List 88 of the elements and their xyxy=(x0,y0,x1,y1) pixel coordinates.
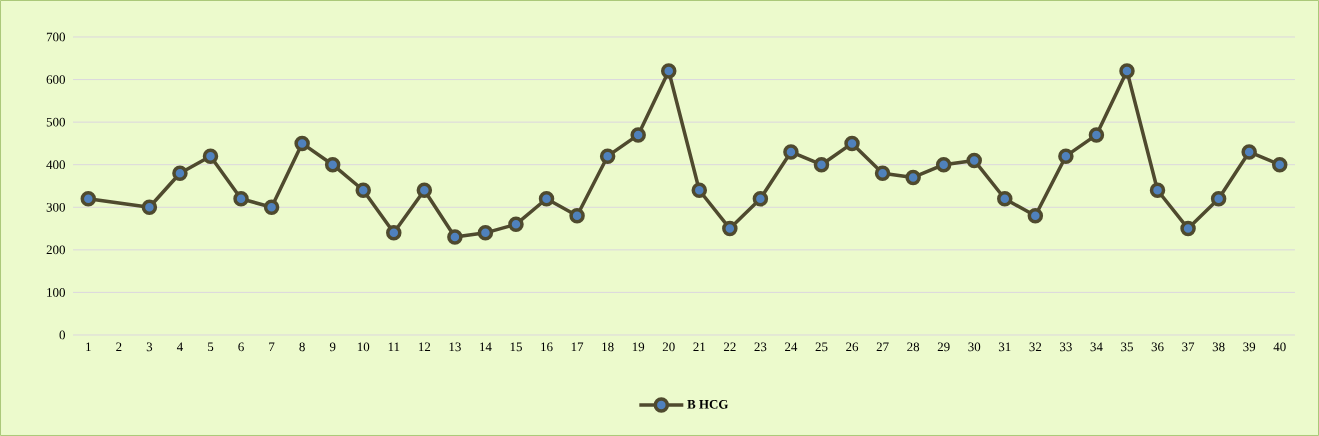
point xyxy=(1180,220,1196,237)
x-tick-label: 14 xyxy=(480,342,492,352)
point xyxy=(874,165,891,181)
x-tick-label: 11 xyxy=(388,342,400,352)
point xyxy=(202,148,219,164)
x-tick-label: 30 xyxy=(968,342,981,352)
x-tick-label: 29 xyxy=(937,342,950,352)
x-tick-label: 5 xyxy=(208,342,214,352)
point xyxy=(477,225,494,241)
point xyxy=(294,135,310,152)
point xyxy=(630,127,646,143)
x-tick-label: 10 xyxy=(357,342,370,352)
y-tick-label: 300 xyxy=(46,202,66,212)
point xyxy=(538,191,555,207)
x-tick-label: 21 xyxy=(693,342,705,352)
y-tick-label: 500 xyxy=(46,117,66,127)
point xyxy=(355,182,371,198)
point xyxy=(783,144,799,160)
x-tick-label: 36 xyxy=(1151,342,1164,352)
y-tick-label: 200 xyxy=(46,245,66,255)
x-tick-label: 8 xyxy=(299,342,305,352)
x-tick-label: 7 xyxy=(269,342,275,351)
x-tick-label: 12 xyxy=(419,342,431,352)
point xyxy=(1119,63,1135,79)
x-tick-label: 32 xyxy=(1029,342,1042,352)
point xyxy=(1271,156,1288,173)
point xyxy=(80,191,97,207)
point xyxy=(599,148,616,164)
y-tick-label: 700 xyxy=(46,32,66,42)
x-tick-label: 37 xyxy=(1182,342,1195,352)
point xyxy=(172,165,188,181)
y-tick-label: 100 xyxy=(47,288,66,297)
x-tick-label: 40 xyxy=(1273,342,1286,352)
x-tick-label: 34 xyxy=(1090,342,1103,352)
x-tick-label: 1 xyxy=(86,342,91,352)
point xyxy=(966,152,982,169)
point xyxy=(324,156,341,173)
y-tick-label: 0 xyxy=(59,330,66,340)
point xyxy=(660,63,677,79)
x-tick-label: 38 xyxy=(1212,342,1225,352)
x-tick-label: 22 xyxy=(723,342,736,352)
x-tick-label: 2 xyxy=(116,342,122,352)
x-tick-label: 27 xyxy=(876,342,889,352)
x-tick-label: 19 xyxy=(632,342,645,352)
x-tick-label: 25 xyxy=(815,342,828,352)
point xyxy=(1149,182,1166,198)
x-tick-label: 28 xyxy=(907,342,920,352)
point xyxy=(935,156,952,173)
point xyxy=(813,156,830,173)
x-tick-label: 35 xyxy=(1121,342,1133,352)
x-tick-label: 17 xyxy=(571,342,584,352)
point xyxy=(997,191,1013,207)
x-tick-label: 9 xyxy=(329,342,336,352)
x-tick-label: 6 xyxy=(238,342,244,352)
x-tick-label: 23 xyxy=(754,342,767,352)
point xyxy=(141,199,158,216)
x-tick-label: 31 xyxy=(998,342,1011,352)
point xyxy=(386,225,402,241)
point xyxy=(1241,144,1257,160)
y-tick-label: 400 xyxy=(46,160,66,170)
point xyxy=(569,208,585,224)
legend-label: B HCG xyxy=(687,399,729,409)
y-tick-label: 600 xyxy=(46,75,66,84)
point xyxy=(722,220,738,237)
x-tick-label: 18 xyxy=(602,342,614,352)
point xyxy=(1088,127,1105,143)
x-tick-label: 26 xyxy=(846,342,859,352)
point xyxy=(263,199,280,216)
x-tick-label: 3 xyxy=(146,342,153,352)
point xyxy=(844,135,860,152)
x-tick-label: 13 xyxy=(449,342,461,352)
point xyxy=(447,229,463,245)
point xyxy=(905,169,921,186)
x-tick-label: 24 xyxy=(785,342,798,352)
point xyxy=(233,191,249,207)
point xyxy=(508,216,524,233)
x-tick-label: 33 xyxy=(1060,342,1072,352)
point xyxy=(1210,191,1227,207)
point xyxy=(691,182,708,198)
x-tick-label: 16 xyxy=(541,342,553,352)
point xyxy=(1058,148,1074,164)
x-tick-label: 4 xyxy=(176,342,183,352)
point xyxy=(752,191,769,207)
point xyxy=(416,182,433,198)
x-tick-label: 15 xyxy=(510,342,522,352)
x-tick-label: 39 xyxy=(1243,342,1256,352)
point xyxy=(1027,208,1044,224)
x-tick-label: 20 xyxy=(662,342,675,352)
